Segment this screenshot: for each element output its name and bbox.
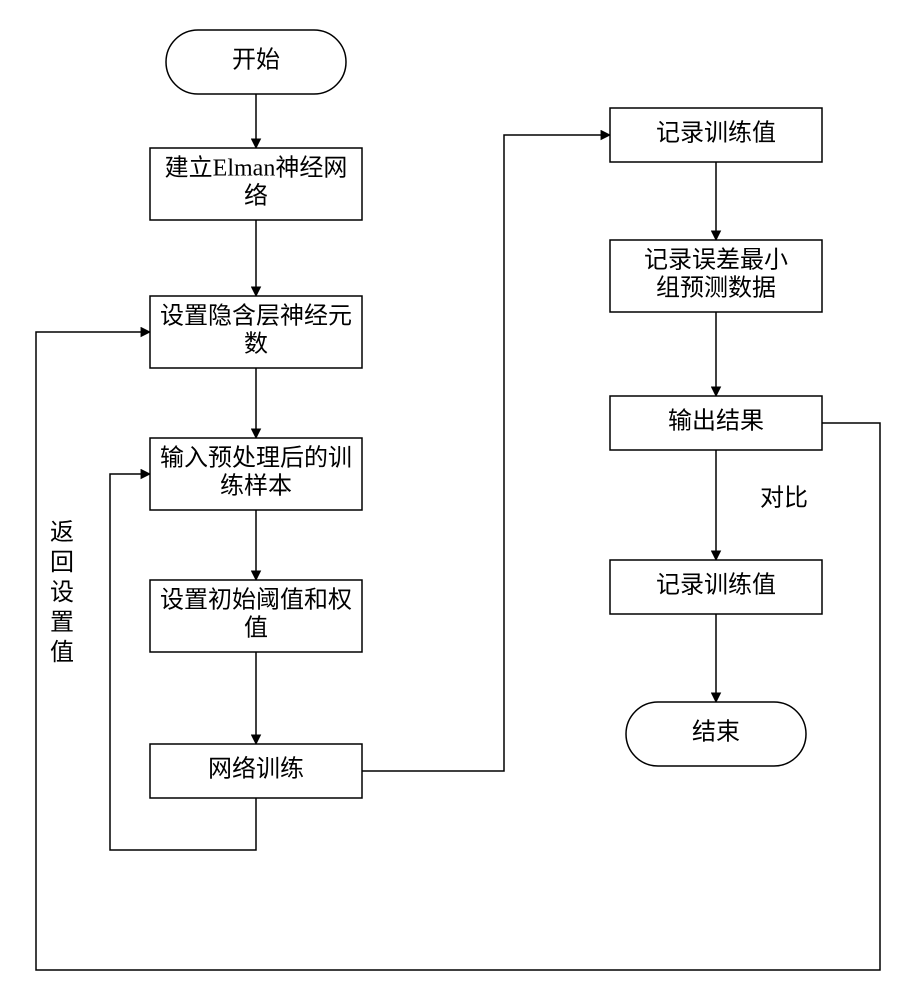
side-label-char-2: 设: [50, 579, 74, 606]
node-n2: 设置隐含层神经元数: [150, 296, 362, 368]
node-start-label-0: 开始: [232, 47, 280, 74]
node-n4: 设置初始阈值和权值: [150, 580, 362, 652]
node-n7-label-1: 组预测数据: [656, 275, 776, 302]
side-label-char-4: 值: [50, 639, 74, 666]
node-n4-label-0: 设置初始阈值和权: [160, 587, 352, 614]
node-n9: 记录训练值: [610, 560, 822, 614]
e_n5_n6: [362, 135, 610, 771]
node-n7-label-0: 记录误差最小: [644, 247, 788, 274]
flowchart-svg: 对比开始建立Elman神经网络设置隐含层神经元数输入预处理后的训练样本设置初始阈…: [0, 0, 918, 1000]
node-n3-label-1: 练样本: [220, 473, 292, 500]
side-label-char-1: 回: [50, 550, 74, 576]
node-n2-label-1: 数: [244, 331, 268, 358]
node-n3: 输入预处理后的训练样本: [150, 438, 362, 510]
node-n8: 输出结果: [610, 396, 822, 450]
node-n3-label-0: 输入预处理后的训: [160, 445, 352, 472]
node-n1-label-1: 络: [244, 183, 268, 210]
node-end: 结束: [626, 702, 806, 766]
node-end-label-0: 结束: [692, 719, 740, 746]
node-n5: 网络训练: [150, 744, 362, 798]
node-n6: 记录训练值: [610, 108, 822, 162]
side-label-char-0: 返: [50, 519, 74, 546]
node-n4-label-1: 值: [244, 615, 268, 642]
node-n8-label-0: 输出结果: [668, 408, 764, 435]
node-n6-label-0: 记录训练值: [656, 120, 776, 147]
node-n1-label-0: 建立Elman神经网: [165, 155, 348, 182]
node-start: 开始: [166, 30, 346, 94]
node-n1: 建立Elman神经网络: [150, 148, 362, 220]
node-n5-label-0: 网络训练: [208, 756, 304, 783]
node-n9-label-0: 记录训练值: [656, 572, 776, 599]
side-label-char-3: 置: [50, 610, 74, 636]
e_n8_n9-label: 对比: [760, 485, 808, 512]
node-n7: 记录误差最小组预测数据: [610, 240, 822, 312]
node-n2-label-0: 设置隐含层神经元: [160, 303, 352, 330]
